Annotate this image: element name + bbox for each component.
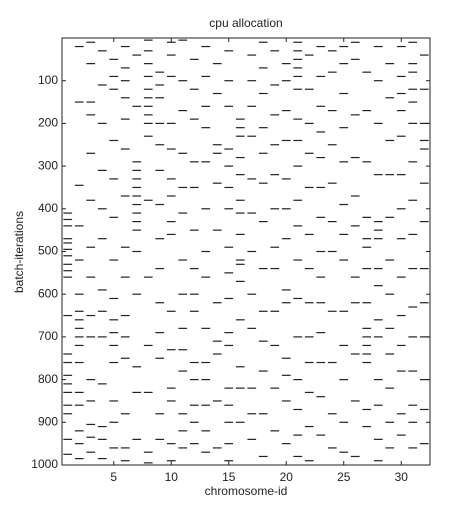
- x-tick-label: 15: [222, 470, 236, 484]
- x-tick-label: 5: [110, 470, 117, 484]
- x-tick-label: 25: [337, 470, 351, 484]
- x-tick-label: 10: [165, 470, 179, 484]
- x-axis-label: chromosome-id: [205, 484, 288, 498]
- y-tick-label: 800: [38, 372, 58, 386]
- y-tick-label: 500: [38, 244, 58, 258]
- y-tick-label: 200: [38, 116, 58, 130]
- y-tick-label: 100: [38, 73, 58, 87]
- y-tick-label: 900: [38, 414, 58, 428]
- y-axis-label: batch-iterations: [12, 211, 26, 293]
- x-tick-label: 30: [395, 470, 409, 484]
- y-tick-label: 700: [38, 329, 58, 343]
- chart-title: cpu allocation: [209, 16, 282, 30]
- y-tick-label: 1000: [31, 457, 58, 471]
- y-tick-label: 300: [38, 158, 58, 172]
- y-tick-label: 600: [38, 286, 58, 300]
- x-tick-label: 20: [280, 470, 294, 484]
- y-tick-label: 400: [38, 201, 58, 215]
